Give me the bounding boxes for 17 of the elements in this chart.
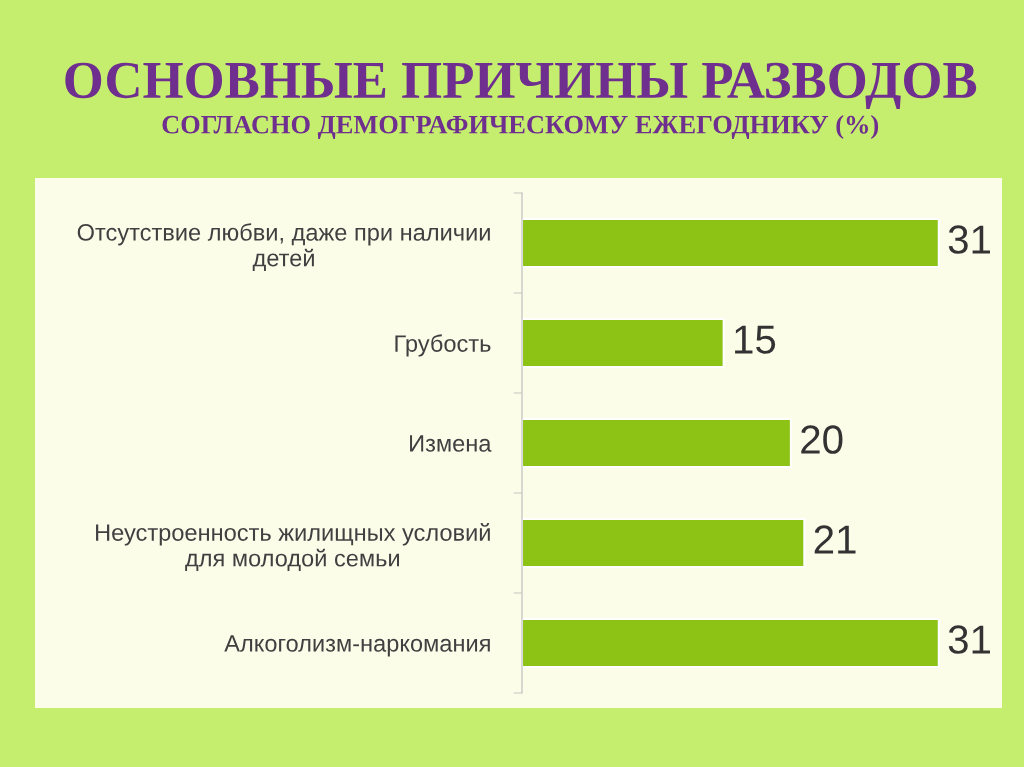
- data-label: 31: [948, 225, 990, 254]
- bar: [522, 517, 806, 569]
- bar: [522, 317, 725, 369]
- chart-subtitle: СОГЛАСНО ДЕМОГРАФИЧЕСКОМУ ЕЖЕГОДНИКУ (%): [162, 115, 879, 139]
- y-tick-label: Неустроенность жилищных условий для молодой семьи: [96, 523, 490, 572]
- bar: [522, 617, 940, 669]
- y-tick-label: Измена: [410, 435, 492, 452]
- data-label: 15: [735, 325, 776, 354]
- y-tick-label: Отсутствие любви, даже при наличии детей: [77, 223, 490, 271]
- bar: [522, 217, 940, 269]
- data-label: 31: [948, 625, 990, 654]
- chart-title: ОСНОВНЫЕ ПРИЧИНЫ РАЗВОДОВ: [65, 62, 977, 109]
- y-tick-label: Грубость: [395, 334, 491, 357]
- bar: [522, 417, 792, 469]
- data-label: 21: [814, 525, 856, 554]
- data-label: 20: [801, 425, 843, 454]
- y-tick-label: Алкоголизм-наркомания: [224, 635, 490, 657]
